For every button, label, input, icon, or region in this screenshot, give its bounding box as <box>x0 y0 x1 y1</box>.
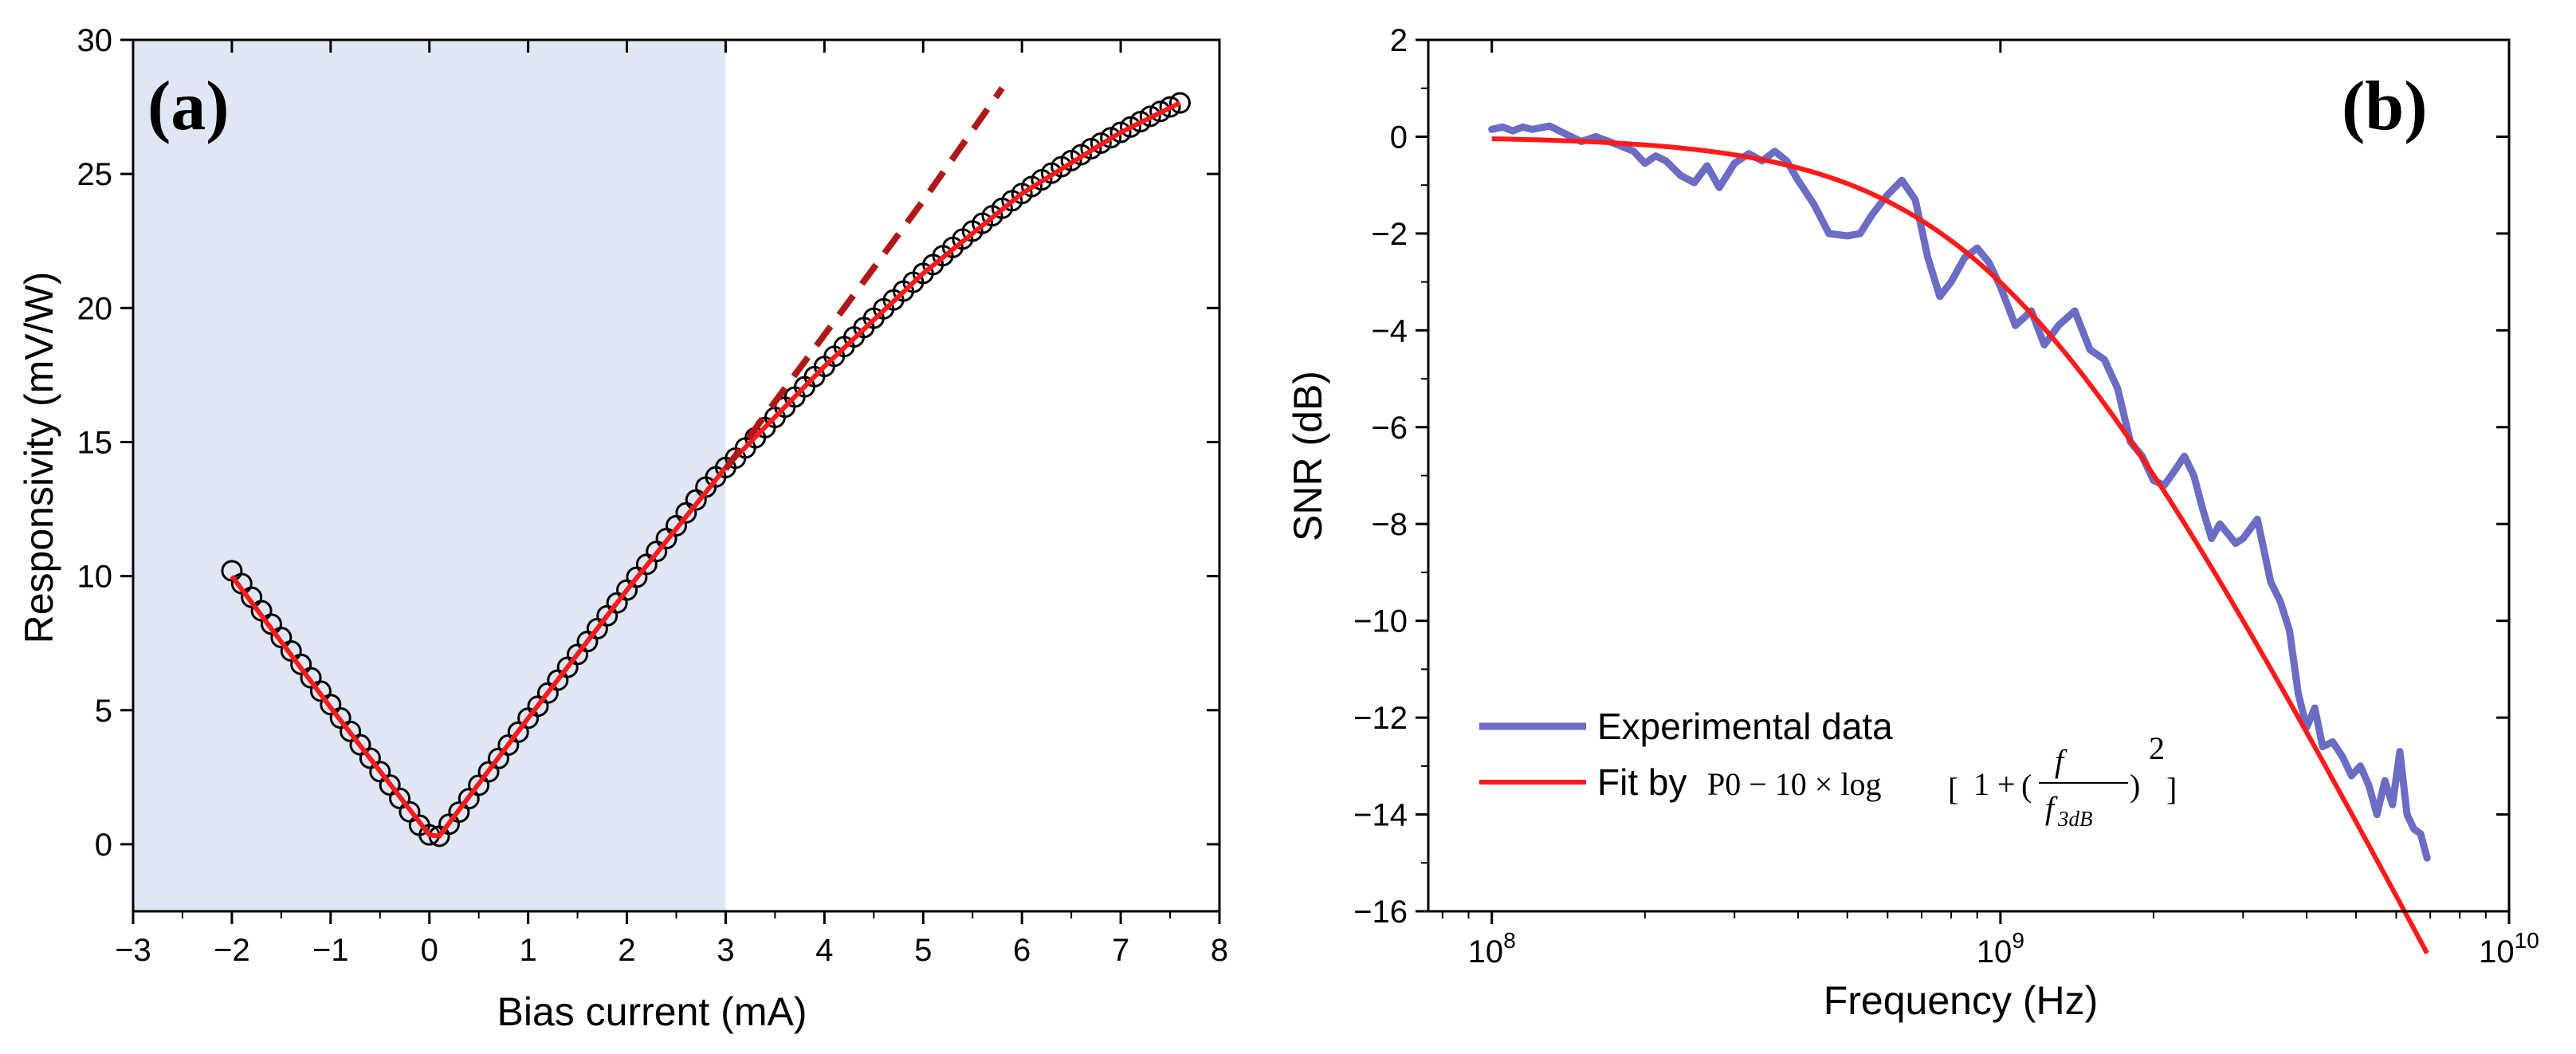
formula-numerator: f <box>2055 743 2067 779</box>
fit-line <box>1491 136 2429 955</box>
x-tick-label: 1010 <box>2479 928 2539 969</box>
experimental-line <box>1488 122 2431 862</box>
linear-extrapolation-line <box>723 86 1005 471</box>
formula-exponent: 2 <box>2149 730 2165 766</box>
formula-denominator: f <box>2045 790 2058 826</box>
x-axis-title-a: Bias current (mA) <box>497 989 807 1034</box>
x-tick-label: −2 <box>214 933 250 968</box>
y-axis-title-a: Responsivity (mV/W) <box>17 272 61 644</box>
panel-a: −3 −2 −1 0 1 2 3 4 5 6 7 8 0 5 10 15 20 25 30 (a) Bias cu… <box>17 23 1228 1034</box>
fit-formula: P0 − 10 × log [ 1 + ( f f 3dB ) 2 ] <box>1707 730 2177 831</box>
formula-denominator-subscript: 3dB <box>2057 807 2093 831</box>
data-point <box>1149 100 1172 123</box>
x-tick-label: 108 <box>1468 928 1516 969</box>
legend-label-experimental: Experimental data <box>1597 706 1893 747</box>
y-tick-label: −16 <box>1353 895 1408 930</box>
y-tick-label: 10 <box>77 560 113 595</box>
legend-label-fit: Fit by <box>1597 761 1687 803</box>
plot-b-marks <box>1488 122 2431 955</box>
formula-left-bracket: [ <box>1948 771 1958 807</box>
plot-b-frame <box>1427 38 2511 913</box>
formula-left-paren: ( <box>2021 768 2032 804</box>
shaded-region <box>133 40 726 911</box>
x-tick-label: 3 <box>717 933 734 968</box>
y-tick-label: −6 <box>1371 411 1408 446</box>
y-tick-label: 15 <box>77 425 113 460</box>
x-tick-label: 6 <box>1013 933 1031 968</box>
y-tick-label: 20 <box>77 291 113 326</box>
plot-b-x-ticks: 108 109 1010 <box>1441 40 2539 969</box>
data-point <box>1159 96 1181 118</box>
formula-lead: P0 − 10 × log <box>1707 766 1881 802</box>
plot-a-x-ticks: −3 −2 −1 0 1 2 3 4 5 6 7 8 <box>115 40 1228 968</box>
x-tick-label: −1 <box>312 933 349 968</box>
data-point <box>1168 92 1191 114</box>
data-point <box>1139 105 1161 128</box>
x-tick-label: −3 <box>115 933 151 968</box>
y-tick-label: 30 <box>77 23 113 58</box>
y-tick-label: 5 <box>95 694 112 729</box>
formula-right-bracket: ] <box>2166 771 2177 807</box>
y-tick-label: −10 <box>1353 604 1408 639</box>
data-point <box>507 721 529 743</box>
y-tick-label: 0 <box>1390 120 1408 155</box>
y-tick-label: −12 <box>1353 701 1408 736</box>
panel-label-b: (b) <box>2342 68 2428 145</box>
fit-line <box>230 100 1181 839</box>
y-tick-label: 0 <box>95 828 112 863</box>
y-axis-title-b: SNR (dB) <box>1286 371 1330 541</box>
y-tick-label: −14 <box>1353 798 1408 833</box>
x-tick-label: 1 <box>520 933 537 968</box>
y-tick-label: −4 <box>1371 313 1408 348</box>
x-tick-label: 8 <box>1211 933 1228 968</box>
x-tick-label: 7 <box>1112 933 1129 968</box>
y-tick-label: −2 <box>1371 217 1408 252</box>
x-tick-label: 109 <box>1977 928 2024 969</box>
x-tick-label: 5 <box>914 933 932 968</box>
legend: Experimental data Fit by P0 − 10 × log [… <box>1479 706 2177 831</box>
x-tick-label: 2 <box>618 933 635 968</box>
y-tick-label: 2 <box>1390 23 1408 58</box>
x-axis-title-b: Frequency (Hz) <box>1824 978 2099 1023</box>
x-tick-label: 4 <box>815 933 833 968</box>
panel-label-a: (a) <box>147 68 230 145</box>
plot-a-y-ticks: 0 5 10 15 20 25 30 <box>77 23 1219 863</box>
plot-a-marks <box>221 86 1191 848</box>
formula-right-paren: ) <box>2130 768 2140 804</box>
x-tick-label: 0 <box>421 933 438 968</box>
panel-b: 108 109 1010 2 0 −2 −4 −6 −8 −10 −12 −14 −16 (b) Fr… <box>1286 23 2539 1023</box>
y-tick-label: 25 <box>77 157 113 192</box>
plot-b-y-ticks: 2 0 −2 −4 −6 −8 −10 −12 −14 −16 <box>1353 23 2509 930</box>
y-tick-label: −8 <box>1371 507 1408 542</box>
formula-one: 1 + <box>1973 766 2016 802</box>
